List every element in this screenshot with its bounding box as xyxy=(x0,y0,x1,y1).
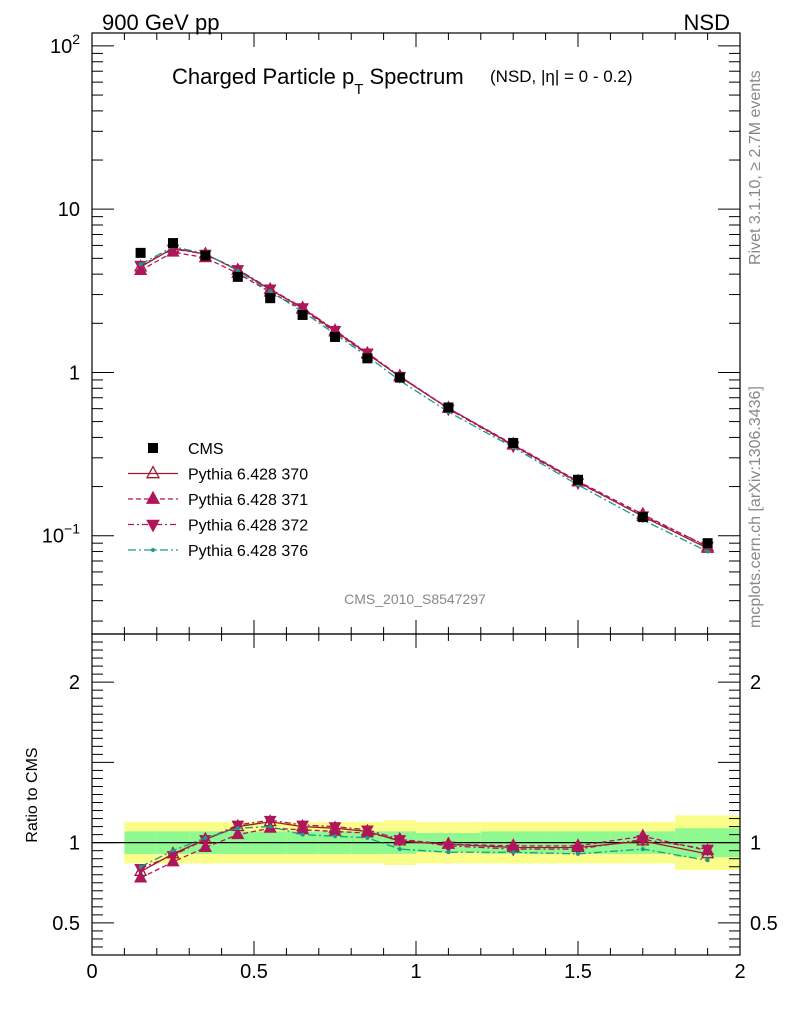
ratio-point-s376 xyxy=(138,864,143,869)
ratio-panel: 0 0.5 1 1.5 2 0.5 0.5 1 1 2 2 xyxy=(52,33,778,983)
data-point xyxy=(702,538,713,549)
ratio-ylabel: Ratio to CMS xyxy=(24,747,41,842)
mcplots-label: mcplots.cern.ch [arXiv:1306.3436] xyxy=(747,386,764,628)
header-left: 900 GeV pp xyxy=(102,10,219,35)
data-point xyxy=(265,293,276,304)
legend-label: CMS xyxy=(188,441,224,458)
header-right: NSD xyxy=(684,10,730,35)
ratio-frame xyxy=(91,633,741,956)
x-tick-label: 1.5 xyxy=(564,961,592,983)
series-point-s376 xyxy=(705,549,710,554)
ratio-point-s376 xyxy=(333,834,337,839)
data-point xyxy=(297,309,308,320)
series-point-s372 xyxy=(134,260,147,273)
ratio-point-s372 xyxy=(636,835,650,847)
ratio-line-s372 xyxy=(140,819,708,869)
title-main2: Spectrum xyxy=(363,64,463,89)
legend-label: Pythia 6.428 370 xyxy=(188,467,308,484)
data-point xyxy=(330,331,340,342)
y-tick-label: 10−1 xyxy=(42,521,80,548)
ratio-point-s376 xyxy=(705,858,710,863)
legend-marker xyxy=(146,519,160,533)
series-point-s376 xyxy=(138,262,143,267)
legend-marker xyxy=(145,465,161,479)
y-tick-label: 102 xyxy=(50,31,80,58)
data-point xyxy=(232,271,243,282)
ratio-point-s372 xyxy=(571,844,585,857)
ratio-point-s372 xyxy=(361,825,374,838)
ratio-point-s376 xyxy=(300,832,305,837)
data-point xyxy=(443,402,454,413)
ratio-point-s372 xyxy=(328,822,342,834)
ratio-point-s376 xyxy=(235,826,240,831)
y-tick-label: 1 xyxy=(69,362,80,384)
ratio-point-s372 xyxy=(134,863,147,876)
ratio-y-tick-label: 1 xyxy=(69,833,80,855)
ratio-point-s376 xyxy=(268,824,273,829)
series-point-s376 xyxy=(235,268,240,273)
ratio-line-s371 xyxy=(140,827,708,879)
ratio-point-s376 xyxy=(576,851,580,856)
ratio-point-s376 xyxy=(171,848,175,853)
ratio-point-s376 xyxy=(640,847,645,852)
ratio-point-s372 xyxy=(701,844,714,857)
legend-label: Pythia 6.428 376 xyxy=(188,543,308,560)
ratio-point-s371 xyxy=(134,870,148,883)
legend-marker xyxy=(148,443,158,453)
ratio-point-s376 xyxy=(365,835,370,840)
legend-label: Pythia 6.428 371 xyxy=(188,492,308,509)
series-point-s372 xyxy=(296,303,309,315)
ratio-line-s370 xyxy=(140,821,708,873)
ratio-point-s372 xyxy=(263,815,277,828)
data-point xyxy=(168,238,178,249)
legend-label: Pythia 6.428 372 xyxy=(188,518,308,535)
title-detail: (NSD, |η| = 0 - 0.2) xyxy=(490,67,633,86)
ratio-point-s372 xyxy=(442,841,455,854)
series-line-s376 xyxy=(140,246,708,553)
main-panel: 102 10 1 10−1 xyxy=(42,31,741,635)
ratio-point-s372 xyxy=(199,835,212,847)
ratio-point-s372 xyxy=(393,835,407,847)
data-point xyxy=(573,474,583,485)
ratio-point-s376 xyxy=(511,850,516,855)
series-point-s376 xyxy=(268,289,273,294)
data-point xyxy=(394,372,405,383)
data-point xyxy=(637,512,648,523)
legend-marker xyxy=(151,548,155,552)
data-point xyxy=(508,437,519,448)
ratio-point-s372 xyxy=(296,820,309,833)
ratio-y-tick-label: 2 xyxy=(69,672,80,694)
ratio-y-tick-label-right: 1 xyxy=(750,833,761,855)
y-tick-label: 10 xyxy=(58,199,80,221)
x-tick-label: 0.5 xyxy=(240,961,268,983)
ratio-point-s376 xyxy=(446,850,451,855)
title-subscript: T xyxy=(354,81,363,98)
ratio-point-s376 xyxy=(203,835,208,840)
data-point xyxy=(362,353,373,364)
series-point-s372 xyxy=(328,325,342,338)
x-tick-label: 0 xyxy=(86,961,97,983)
ratio-point-s376 xyxy=(397,847,402,852)
ratio-y-tick-label-right: 0.5 xyxy=(750,913,778,935)
ratio-line-s376 xyxy=(140,825,708,868)
x-tick-label: 1 xyxy=(410,961,421,983)
title-main: Charged Particle p xyxy=(172,64,354,89)
data-point xyxy=(200,250,211,261)
ratio-y-tick-label: 0.5 xyxy=(52,913,80,935)
data-point xyxy=(135,247,146,258)
rivet-label: Rivet 3.1.10, ≥ 2.7M events xyxy=(747,70,764,265)
legend: CMS Pythia 6.428 370 Pythia 6.428 371 Pythi… xyxy=(128,441,308,560)
x-tick-label: 2 xyxy=(734,961,745,983)
chart-title: Charged Particle pT Spectrum xyxy=(172,64,464,98)
analysis-label: CMS_2010_S8547297 xyxy=(344,591,486,607)
ratio-y-tick-label-right: 2 xyxy=(750,672,761,694)
ratio-point-s371 xyxy=(231,826,245,840)
legend-marker xyxy=(145,490,161,504)
